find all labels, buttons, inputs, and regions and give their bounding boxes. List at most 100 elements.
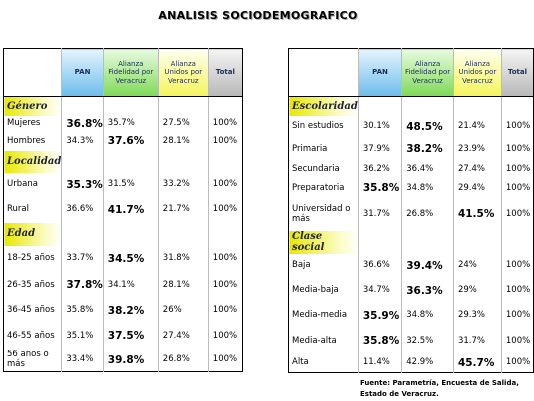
value-cell: 100% (207, 172, 243, 198)
header-corner (3, 48, 62, 97)
value-cell: 33.7% (61, 245, 104, 273)
value-cell: 100% (207, 298, 243, 324)
value-cell: 27.4% (157, 323, 209, 350)
value-cell: 34.5% (102, 245, 159, 273)
header-corner (288, 48, 359, 97)
column-header: PAN (357, 48, 402, 97)
data-row: Preparatoria 35.8% 34.8% 29.4% 100% (289, 178, 534, 199)
value-cell: 34.7% (357, 278, 402, 304)
empty-cell (207, 150, 243, 173)
value-cell: 36.6% (61, 197, 104, 223)
source-note: Fuente: Parametría, Encuesta de Salida, … (360, 378, 519, 400)
value-cell: 36.8% (61, 115, 104, 133)
row-label: 26-35 años (7, 279, 55, 290)
value-cell: 34.8% (401, 303, 454, 329)
value-cell: 35.8% (357, 178, 402, 199)
empty-cell (102, 150, 159, 173)
value-cell: 34.3% (61, 132, 104, 151)
empty-cell (357, 230, 402, 254)
row-label: 56 años ó más (7, 349, 49, 370)
value-cell: 100% (207, 132, 243, 151)
empty-cell (102, 96, 159, 116)
data-table: PAN Alianza Fidelidad por Veracruz Alianza… (288, 48, 534, 373)
value-cell: 100% (207, 272, 243, 299)
row-label: Media-alta (292, 335, 337, 346)
value-cell: 37.6% (102, 132, 159, 151)
value-cell: 100% (500, 198, 534, 231)
column-header: Alianza Unidos por Veracruz (157, 48, 209, 97)
value-cell: 33.2% (157, 172, 209, 198)
row-label: 36-45 años (7, 305, 55, 316)
section-title: Localidad (3, 150, 62, 173)
empty-cell (401, 96, 454, 116)
value-cell: 35.7% (102, 115, 159, 133)
value-cell: 100% (500, 303, 534, 329)
value-cell: 100% (207, 115, 243, 133)
section-title: Edad (3, 222, 62, 246)
value-cell: 26.8% (157, 349, 209, 372)
data-row: 56 años ó más 33.4% 39.8% 26.8% 100% (4, 349, 243, 372)
value-cell: 11.4% (357, 354, 402, 373)
column-header: Alianza Fidelidad por Veracruz (102, 48, 159, 97)
source-line: Estado de Veracruz. (360, 390, 439, 398)
value-cell: 37.8% (61, 272, 104, 299)
value-cell: 36.2% (357, 160, 402, 179)
row-label: Secundaria (292, 163, 340, 174)
value-cell: 41.5% (452, 198, 502, 231)
data-row: Baja 36.6% 39.4% 24% 100% (289, 253, 534, 279)
row-label: Alta (292, 357, 309, 368)
row-label: Media-baja (292, 285, 339, 296)
section-title: Género (3, 96, 62, 116)
value-cell: 37.5% (102, 323, 159, 350)
data-row: Urbana 35.3% 31.5% 33.2% 100% (4, 172, 243, 198)
row-label: Media-media (292, 310, 348, 321)
value-cell: 42.9% (401, 354, 454, 373)
value-cell: 36.3% (401, 278, 454, 304)
data-row: Media-alta 35.8% 32.5% 31.7% 100% (289, 328, 534, 355)
value-cell: 100% (207, 323, 243, 350)
row-label: Universidad o más (292, 203, 351, 224)
value-cell: 35.3% (61, 172, 104, 198)
value-cell: 39.4% (401, 253, 454, 279)
data-table: PAN Alianza Fidelidad por Veracruz Alianza… (3, 48, 243, 372)
value-cell: 100% (500, 178, 534, 199)
empty-cell (207, 96, 243, 116)
header-row: PAN Alianza Fidelidad por Veracruz Alianza… (3, 48, 243, 97)
row-label: Sin estudios (292, 121, 344, 132)
header-row: PAN Alianza Fidelidad por Veracruz Alianza… (288, 48, 534, 97)
data-row: 36-45 años 35.8% 38.2% 26% 100% (4, 298, 243, 324)
row-label: Mujeres (7, 118, 41, 129)
value-cell: 32.5% (401, 328, 454, 355)
value-cell: 30.1% (357, 115, 402, 139)
value-cell: 100% (207, 349, 243, 372)
empty-cell (452, 230, 502, 254)
value-cell: 100% (207, 245, 243, 273)
column-header: Alianza Unidos por Veracruz (452, 48, 502, 97)
empty-cell (61, 222, 104, 246)
empty-cell (102, 222, 159, 246)
section-title: Escolaridad (288, 96, 359, 116)
value-cell: 28.1% (157, 272, 209, 299)
value-cell: 100% (500, 115, 534, 139)
row-label: Urbana (7, 179, 38, 190)
value-cell: 33.4% (61, 349, 104, 372)
empty-cell (157, 150, 209, 173)
empty-cell (500, 230, 534, 254)
value-cell: 29.4% (452, 178, 502, 199)
data-row: Media-baja 34.7% 36.3% 29% 100% (289, 278, 534, 304)
data-row: Mujeres 36.8% 35.7% 27.5% 100% (4, 115, 243, 133)
value-cell: 36.4% (401, 160, 454, 179)
empty-cell (157, 222, 209, 246)
value-cell: 27.4% (452, 160, 502, 179)
data-row: Media-media 35.9% 34.8% 29.3% 100% (289, 303, 534, 329)
data-row: Alta 11.4% 42.9% 45.7% 100% (289, 354, 534, 373)
value-cell: 100% (500, 354, 534, 373)
value-cell: 28.1% (157, 132, 209, 151)
section-row: Género (3, 96, 243, 116)
value-cell: 31.7% (357, 198, 402, 231)
row-label: 46-55 años (7, 330, 55, 341)
row-label: Hombres (7, 135, 46, 146)
value-cell: 24% (452, 253, 502, 279)
data-row: Primaria 37.9% 38.2% 23.9% 100% (289, 138, 534, 161)
value-cell: 35.8% (357, 328, 402, 355)
